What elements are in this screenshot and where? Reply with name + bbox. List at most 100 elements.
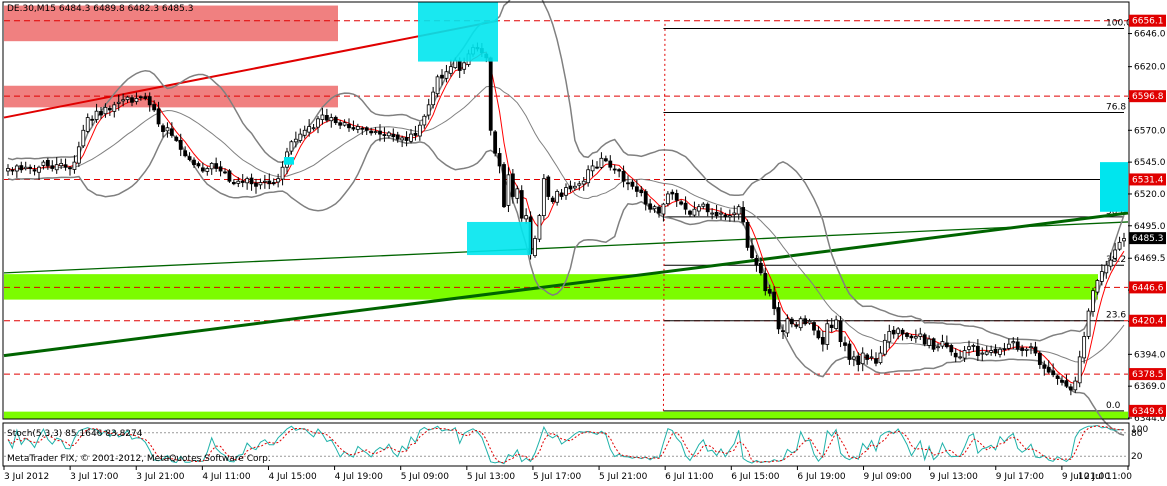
y-axis-tick-label: 6545.0 <box>1134 158 1166 168</box>
candle-body <box>90 118 95 121</box>
candle-body <box>386 132 391 137</box>
candle-body <box>200 167 205 172</box>
candle-body <box>426 104 431 116</box>
candle-body <box>1033 346 1038 354</box>
candle-body <box>316 118 320 128</box>
candle-body <box>6 168 10 172</box>
candle-body <box>727 215 732 218</box>
candle-body <box>355 126 360 130</box>
candle-body <box>869 356 874 359</box>
candle-body <box>617 169 622 172</box>
stoch-main-line <box>7 424 1125 465</box>
bollinger-upper-line <box>7 0 1125 342</box>
copyright-footer: MetaTrader FIX, © 2001-2012, MetaQuotes … <box>7 454 271 464</box>
candle-body <box>54 164 59 171</box>
candle-body <box>630 181 635 187</box>
candle-body <box>1011 341 1016 344</box>
candle-body <box>130 97 134 103</box>
candle-body <box>918 333 923 337</box>
candle-body <box>174 136 179 141</box>
candle-body <box>674 193 679 201</box>
candle-body <box>533 238 537 257</box>
x-axis-tick-label: 3 Jul 21:00 <box>136 472 185 482</box>
stoch-signal-line <box>7 425 1125 464</box>
candle-body <box>515 188 520 199</box>
candle-body <box>161 125 165 132</box>
candle-body <box>931 338 936 350</box>
candle-body <box>147 96 152 106</box>
candle-body <box>767 289 772 294</box>
candle-body <box>510 173 515 197</box>
x-axis-tick-label: 6 Jul 11:00 <box>665 472 714 482</box>
candle-body <box>564 187 568 196</box>
candle-body <box>838 321 843 343</box>
candle-body <box>28 166 33 169</box>
candle-body <box>874 358 878 364</box>
candle-body <box>962 350 967 359</box>
candle-body <box>754 257 759 266</box>
candle-body <box>794 324 799 327</box>
candle-body <box>378 130 382 135</box>
candle-body <box>1082 336 1087 359</box>
candle-body <box>231 182 236 185</box>
y-axis-tick-label: 6495.0 <box>1134 222 1166 232</box>
candle-body <box>922 334 927 345</box>
candle-body <box>502 164 506 208</box>
candle-body <box>781 330 785 333</box>
candle-body <box>989 350 994 353</box>
x-axis-tick-label: 9 Jul 09:00 <box>864 472 913 482</box>
fib-level-label: 0.0 <box>1106 401 1121 411</box>
candle-body <box>581 180 586 185</box>
candle-body <box>267 180 272 185</box>
candle-body <box>603 158 608 162</box>
candle-body <box>258 182 263 186</box>
x-axis-tick-label: 9 Jul 17:00 <box>996 472 1045 482</box>
candle-body <box>364 127 369 131</box>
x-axis-tick-label: 4 Jul 11:00 <box>202 472 251 482</box>
candle-body <box>488 57 493 131</box>
x-axis-tick-label: 10 Jul 11:00 <box>1078 472 1132 482</box>
fib-level-label: 100.0 <box>1106 18 1132 28</box>
candle-body <box>586 169 591 184</box>
candle-body <box>262 180 267 183</box>
y-axis-tick-label: 6369.0 <box>1134 382 1166 392</box>
candle-body <box>634 186 639 192</box>
x-axis-tick-label: 3 Jul 2012 <box>4 472 49 482</box>
candle-body <box>85 117 90 132</box>
candle-body <box>913 336 918 339</box>
candle-body <box>14 165 19 172</box>
candle-body <box>68 167 72 170</box>
candle-body <box>1104 264 1109 274</box>
price-label-box <box>1129 281 1166 294</box>
trendline-red <box>3 19 499 119</box>
x-axis-tick-label: 4 Jul 15:00 <box>268 472 317 482</box>
candle-body <box>1095 280 1100 293</box>
fib-level-label: 23.6 <box>1106 311 1126 321</box>
candle-body <box>878 352 883 364</box>
candle-body <box>444 71 449 79</box>
candle-body <box>125 96 130 100</box>
candle-body <box>103 106 108 115</box>
stoch-plot-frame <box>2 422 1130 467</box>
highlight-box <box>418 2 498 62</box>
candle-body <box>741 207 746 223</box>
candle-body <box>448 66 453 74</box>
candle-body <box>156 108 161 125</box>
stoch-label: Stoch(5,3,3) 85.1646 83.8274 <box>7 429 143 439</box>
candle-body <box>732 212 737 215</box>
candle-body <box>608 160 613 168</box>
candle-body <box>457 60 462 71</box>
candle-body <box>276 178 281 183</box>
price-label-box <box>1129 368 1166 381</box>
price-label-text: 6446.6 <box>1132 283 1164 293</box>
candle-body <box>1077 356 1082 384</box>
candle-body <box>550 197 555 202</box>
candle-body <box>23 166 28 170</box>
candle-body <box>736 206 741 215</box>
candle-body <box>99 111 103 116</box>
candle-body <box>413 132 418 136</box>
candle-body <box>882 339 887 355</box>
candle-body <box>843 342 847 346</box>
candle-body <box>1064 380 1069 387</box>
